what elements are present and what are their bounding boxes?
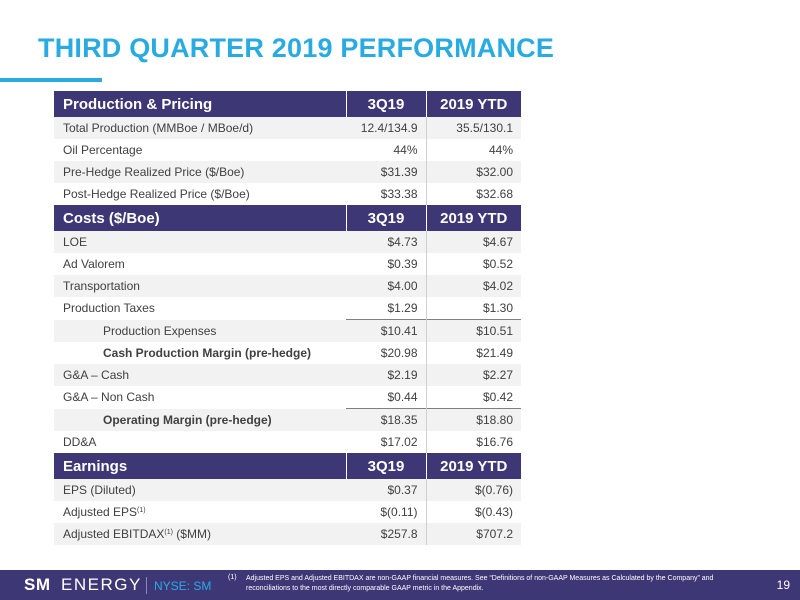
row-label: EPS (Diluted) (54, 479, 346, 501)
row-value-ytd: $707.2 (426, 523, 521, 545)
row-label: Production Taxes (54, 297, 346, 320)
section-header-label: Earnings (54, 453, 347, 479)
row-label: DD&A (54, 431, 346, 453)
row-value-3q19: $18.35 (346, 408, 427, 431)
table-row: Adjusted EBITDAX(1) ($MM) $257.8 $707.2 (54, 523, 521, 545)
row-value-ytd: $18.80 (426, 408, 521, 431)
row-label: Operating Margin (pre-hedge) (54, 408, 346, 431)
row-value-ytd: $(0.76) (426, 479, 521, 501)
table-row: Pre-Hedge Realized Price ($/Boe) $31.39 … (54, 161, 521, 183)
table-row: Total Production (MMBoe / MBoe/d) 12.4/1… (54, 117, 521, 139)
page-number: 19 (776, 578, 790, 592)
table-row: Production Taxes $1.29 $1.30 (54, 297, 521, 320)
table-row: Oil Percentage 44% 44% (54, 139, 521, 161)
row-value-3q19: $31.39 (346, 161, 427, 183)
row-value-3q19: $2.19 (346, 364, 427, 386)
column-header-3q19: 3Q19 (346, 91, 427, 117)
row-value-3q19: $0.44 (346, 386, 427, 409)
row-value-ytd: $0.52 (426, 253, 521, 275)
row-label: Transportation (54, 275, 346, 297)
row-value-3q19: $(0.11) (346, 501, 427, 523)
row-value-3q19: $4.73 (346, 231, 427, 253)
column-header-ytd: 2019 YTD (426, 91, 521, 117)
column-header-3q19: 3Q19 (346, 205, 427, 231)
table-row: Ad Valorem $0.39 $0.52 (54, 253, 521, 275)
table-row: LOE $4.73 $4.67 (54, 231, 521, 253)
table-row: Transportation $4.00 $4.02 (54, 275, 521, 297)
row-value-3q19: $257.8 (346, 523, 427, 545)
row-label-text: Adjusted EBITDAX (63, 527, 165, 541)
section-header-label: Production & Pricing (54, 91, 347, 117)
row-value-ytd: $21.49 (426, 342, 521, 364)
table-row: Post-Hedge Realized Price ($/Boe) $33.38… (54, 183, 521, 205)
production-header-row: Production & Pricing 3Q19 2019 YTD (54, 91, 521, 117)
column-header-ytd: 2019 YTD (426, 205, 521, 231)
row-value-ytd: $32.68 (426, 183, 521, 205)
performance-table: Production & Pricing 3Q19 2019 YTD Total… (54, 91, 521, 545)
row-value-ytd: $16.76 (426, 431, 521, 453)
column-header-ytd: 2019 YTD (426, 453, 521, 479)
costs-header-row: Costs ($/Boe) 3Q19 2019 YTD (54, 205, 521, 231)
row-value-3q19: 12.4/134.9 (346, 117, 427, 139)
row-label: G&A – Non Cash (54, 386, 346, 409)
row-label-suffix: ($MM) (172, 527, 211, 541)
row-label: Production Expenses (54, 319, 346, 342)
earnings-header-row: Earnings 3Q19 2019 YTD (54, 453, 521, 479)
row-value-3q19: $17.02 (346, 431, 427, 453)
footnote-ref: (1) (137, 507, 146, 514)
table-row: G&A – Non Cash $0.44 $0.42 (54, 386, 521, 409)
row-value-ytd: $4.02 (426, 275, 521, 297)
subtotal-row: Operating Margin (pre-hedge) $18.35 $18.… (54, 408, 521, 431)
row-label: G&A – Cash (54, 364, 346, 386)
logo-sm-text: SM (24, 575, 51, 594)
row-value-3q19: 44% (346, 139, 427, 161)
row-label: Total Production (MMBoe / MBoe/d) (54, 117, 346, 139)
table-row: DD&A $17.02 $16.76 (54, 431, 521, 453)
footer-divider (146, 577, 147, 594)
row-label: Oil Percentage (54, 139, 346, 161)
subtotal-row: Cash Production Margin (pre-hedge) $20.9… (54, 342, 521, 364)
company-logo[interactable]: SM ENERGY (0, 570, 140, 600)
column-header-3q19: 3Q19 (346, 453, 427, 479)
footnote-text: Adjusted EPS and Adjusted EBITDAX are no… (246, 575, 714, 592)
row-value-ytd: 35.5/130.1 (426, 117, 521, 139)
row-label: Adjusted EBITDAX(1) ($MM) (54, 523, 346, 545)
row-label: Post-Hedge Realized Price ($/Boe) (54, 183, 346, 205)
row-value-3q19: $4.00 (346, 275, 427, 297)
table-row: EPS (Diluted) $0.37 $(0.76) (54, 479, 521, 501)
row-label-text: Adjusted EPS (63, 505, 138, 519)
row-value-ytd: $10.51 (426, 319, 521, 342)
row-value-3q19: $20.98 (346, 342, 427, 364)
footnote-ref: (1) (164, 529, 173, 536)
row-label: Pre-Hedge Realized Price ($/Boe) (54, 161, 346, 183)
footer-bar: SM ENERGY NYSE: SM (1) Adjusted EPS and … (0, 570, 800, 600)
row-label: Cash Production Margin (pre-hedge) (54, 342, 346, 364)
row-value-3q19: $10.41 (346, 319, 427, 342)
page-title: THIRD QUARTER 2019 PERFORMANCE (38, 33, 555, 63)
row-label: LOE (54, 231, 346, 253)
row-value-3q19: $33.38 (346, 183, 427, 205)
row-value-ytd: $32.00 (426, 161, 521, 183)
title-underline (0, 78, 102, 82)
row-value-3q19: $1.29 (346, 297, 427, 320)
row-value-ytd: 44% (426, 139, 521, 161)
row-value-ytd: $4.67 (426, 231, 521, 253)
footnote-marker: (1) (228, 574, 237, 581)
row-label: Ad Valorem (54, 253, 346, 275)
logo-energy-text: ENERGY (61, 575, 142, 594)
row-value-ytd: $1.30 (426, 297, 521, 320)
subtotal-row: Production Expenses $10.41 $10.51 (54, 319, 521, 342)
table-row: G&A – Cash $2.19 $2.27 (54, 364, 521, 386)
stock-ticker: NYSE: SM (154, 579, 212, 593)
row-value-3q19: $0.39 (346, 253, 427, 275)
row-value-ytd: $(0.43) (426, 501, 521, 523)
section-header-label: Costs ($/Boe) (54, 205, 347, 231)
row-value-3q19: $0.37 (346, 479, 427, 501)
row-label: Adjusted EPS(1) (54, 501, 346, 523)
table-row: Adjusted EPS(1) $(0.11) $(0.43) (54, 501, 521, 523)
row-value-ytd: $2.27 (426, 364, 521, 386)
row-value-ytd: $0.42 (426, 386, 521, 409)
